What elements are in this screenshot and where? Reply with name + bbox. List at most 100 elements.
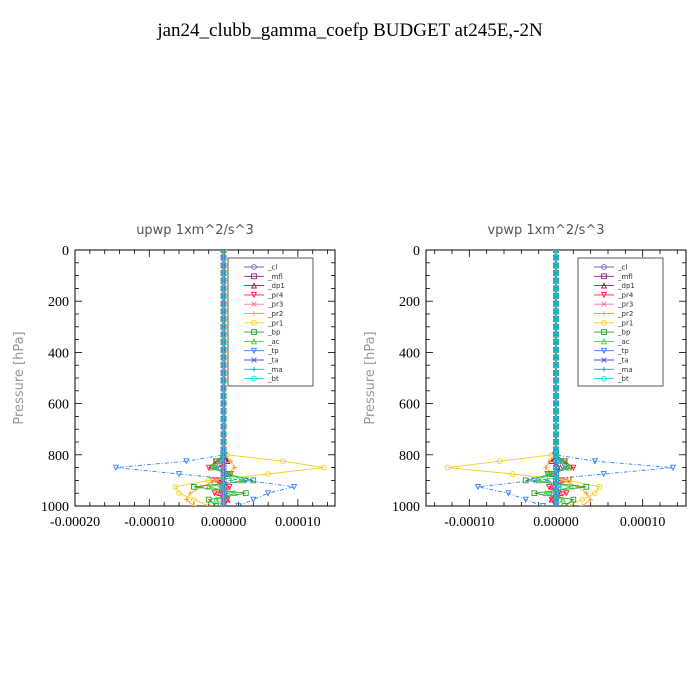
series-point-bt [553, 331, 559, 338]
series-point-pr1 [172, 483, 179, 490]
series-point-bt [553, 254, 559, 261]
legend: _cl_mfl_dp1_pr4_pr3_pr2_pr1_bp_ac_tp_ta_… [577, 257, 664, 387]
series-point-bp [205, 496, 212, 503]
legend-label: _pr2 [617, 310, 633, 318]
panel-title: vpwp 1xm^2/s^3 [487, 223, 604, 238]
legend-marker [250, 337, 258, 345]
legend-label: _pr1 [617, 319, 633, 327]
series-point-pr2 [560, 478, 566, 483]
panel-2: vpwp 1xm^2/s^3 Pressure [hPa] 0 200 400 600 80… [363, 223, 687, 530]
series-point-tp [591, 458, 599, 465]
series-point-bt [553, 477, 559, 484]
legend-label: _ma [267, 366, 283, 374]
series-point-bt [220, 316, 227, 322]
legend-label: _pr3 [267, 301, 283, 309]
series-point-bp [243, 490, 249, 497]
series-point-ma [228, 478, 234, 483]
series-point-bt [220, 331, 227, 338]
y-tick-label: 400 [48, 346, 69, 361]
series-point-pr1 [444, 464, 451, 471]
series-point-bp [583, 483, 590, 490]
series-point-pr1 [566, 503, 572, 506]
y-tick-label: 600 [48, 398, 69, 413]
legend-marker [601, 273, 607, 280]
series-point-bt [220, 250, 227, 253]
series-point-pr1 [509, 471, 516, 477]
legend-marker [600, 282, 608, 289]
series-point-bt [220, 308, 227, 315]
series-point-bt [220, 270, 227, 276]
legend-marker [601, 366, 607, 372]
series-point-bt [553, 339, 559, 346]
figure-title: jan24_clubb_gamma_coefp BUDGET at245E,-2… [157, 20, 543, 41]
x-tick-label: -0.00010 [444, 515, 494, 530]
legend-label: _dp1 [267, 282, 285, 290]
legend-label: _ta [267, 357, 279, 365]
series-point-bt [220, 431, 227, 438]
x-tick-label: 0.00000 [533, 515, 579, 530]
legend-marker [250, 292, 258, 299]
series-point-bt [220, 408, 227, 415]
series-point-bt [553, 439, 559, 445]
series-point-pr2 [583, 490, 589, 496]
series-point-bt [553, 323, 559, 330]
series-point-bt [553, 250, 559, 253]
series-point-bt [220, 451, 227, 458]
series-point-pr2 [543, 465, 548, 470]
series-point-ma [544, 478, 550, 483]
series-point-pr2 [198, 484, 204, 490]
series-point-ac [213, 496, 220, 503]
legend-marker [251, 311, 257, 316]
series-point-bt [220, 393, 227, 399]
series-point-bt [220, 490, 227, 497]
y-tick-label: 800 [399, 449, 420, 464]
series-point-bt [553, 408, 559, 415]
series-point-ac [227, 470, 235, 477]
legend-marker [251, 273, 257, 280]
series-point-tp [531, 477, 538, 484]
series-point-bt [553, 400, 559, 407]
y-tick-label: 0 [413, 244, 420, 259]
series-point-pr4 [563, 490, 570, 497]
series-line-pr2 [185, 250, 236, 506]
series-point-tp [183, 458, 190, 465]
series-point-bt [553, 503, 559, 506]
series-point-pr1 [596, 483, 603, 490]
x-tick-label: 0.00010 [275, 515, 321, 530]
series-point-pr4 [570, 464, 577, 472]
series-point-tp [242, 477, 249, 484]
series-point-pr4 [545, 483, 553, 491]
series-point-bt [553, 277, 559, 284]
y-tick-label: 200 [48, 295, 69, 310]
legend-label: _bp [267, 329, 281, 337]
series-point-bp [570, 496, 577, 503]
y-tick-label: 200 [399, 295, 420, 310]
series-point-tp [505, 490, 512, 497]
series-point-bt [553, 416, 559, 422]
x-tick-label: 0.00010 [620, 515, 666, 530]
series-point-pr1 [579, 496, 585, 503]
series-point-bp [522, 477, 529, 484]
x-tick-label: 0.00000 [201, 515, 247, 530]
series-point-tp [522, 496, 529, 504]
legend-marker [601, 311, 607, 316]
series-point-bt [220, 323, 227, 330]
series-point-ac [544, 470, 551, 477]
legend-label: _mfl [267, 273, 283, 281]
series-point-ma [562, 465, 568, 470]
series-point-bt [220, 285, 227, 292]
series-point-bt [220, 346, 227, 353]
series-point-tp [235, 503, 242, 506]
legend-box [227, 257, 314, 387]
series-point-bt [220, 370, 227, 376]
panel-1: upwp 1xm^2/s^3 Pressure [hPa] 0 200 400 600 80… [12, 223, 336, 530]
y-tick-label: 400 [399, 346, 420, 361]
series-point-bt [220, 464, 227, 471]
series-point-bp [191, 483, 197, 490]
legend-label: _pr2 [267, 310, 283, 318]
legend-label: _bt [617, 375, 629, 383]
series-point-ac [209, 464, 216, 471]
series-point-pr4 [211, 490, 218, 497]
series-point-bt [553, 362, 559, 369]
